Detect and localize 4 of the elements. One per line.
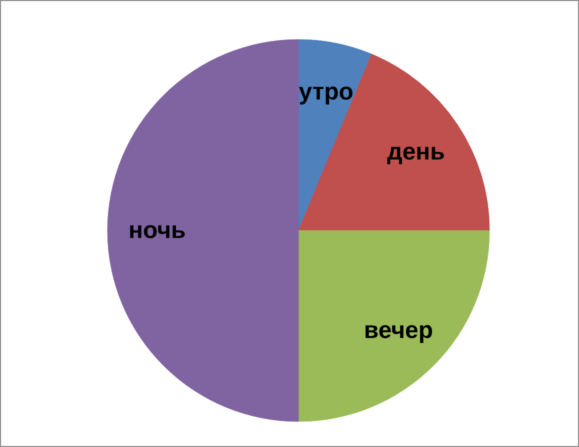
slice-label: день (387, 138, 445, 166)
slice-label: вечер (364, 316, 434, 344)
slice-label: ночь (128, 217, 186, 244)
slice-label: утро (298, 78, 354, 106)
